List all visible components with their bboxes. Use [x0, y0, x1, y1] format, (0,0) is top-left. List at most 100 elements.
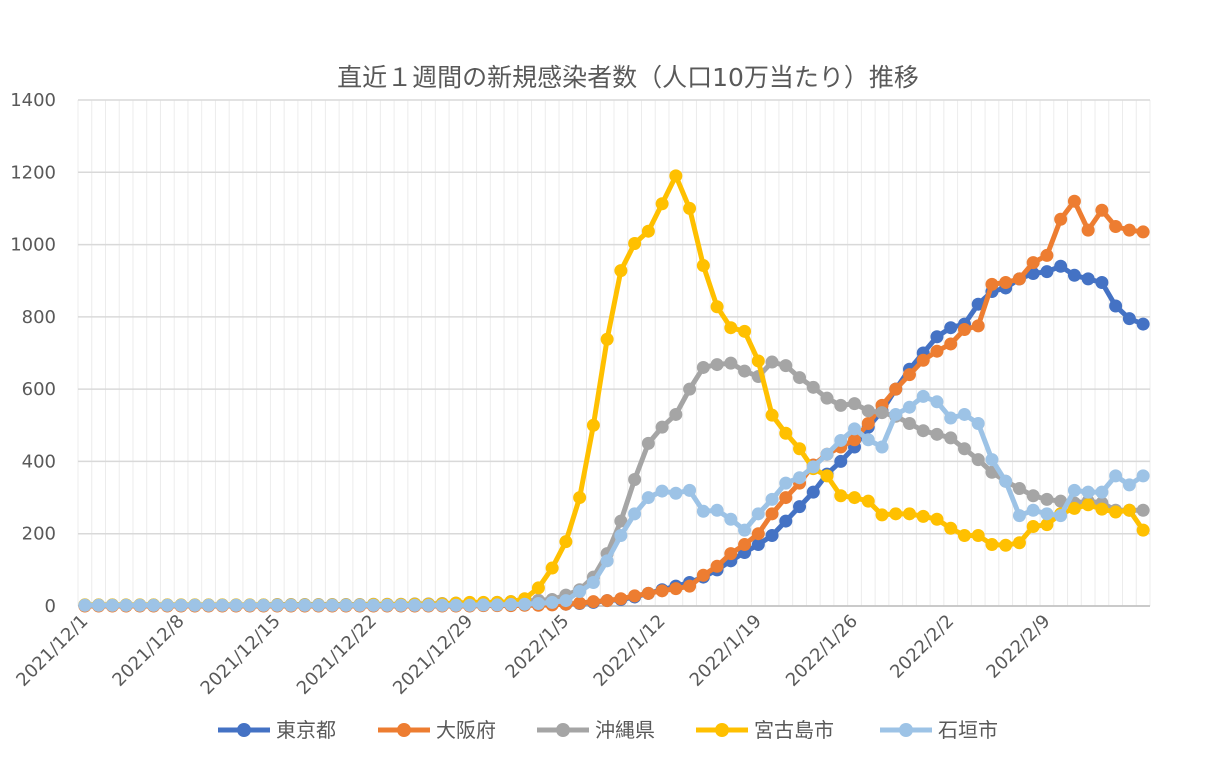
data-point	[710, 559, 724, 573]
data-point	[765, 408, 779, 422]
data-point	[92, 598, 106, 612]
data-point	[696, 568, 710, 582]
data-point	[202, 598, 216, 612]
data-point	[820, 447, 834, 461]
data-point	[559, 535, 573, 549]
data-point	[1026, 503, 1040, 517]
data-point	[105, 598, 119, 612]
data-point	[1040, 518, 1054, 532]
y-tick-label: 1000	[10, 235, 56, 256]
legend-marker	[556, 723, 570, 737]
data-point	[518, 597, 532, 611]
data-point	[999, 538, 1013, 552]
data-point	[834, 489, 848, 503]
data-point	[820, 469, 834, 483]
data-point	[738, 538, 752, 552]
data-point	[1012, 272, 1026, 286]
x-axis: 2021/12/1 2021/12/8 2021/12/15 2021/12/22 20…	[12, 611, 1054, 699]
data-point	[1067, 483, 1081, 497]
data-point	[971, 319, 985, 333]
data-point	[1095, 485, 1109, 499]
data-point	[724, 356, 738, 370]
data-point	[614, 514, 628, 528]
data-point	[765, 492, 779, 506]
data-point	[1081, 498, 1095, 512]
data-point	[916, 424, 930, 438]
data-point	[779, 491, 793, 505]
data-point	[848, 433, 862, 447]
data-point	[188, 598, 202, 612]
data-point	[861, 433, 875, 447]
data-point	[545, 595, 559, 609]
data-point	[573, 491, 587, 505]
data-point	[1109, 505, 1123, 519]
data-point	[834, 398, 848, 412]
data-point	[710, 503, 724, 517]
data-point	[600, 554, 614, 568]
data-point	[1122, 478, 1136, 492]
data-point	[270, 598, 284, 612]
data-point	[1081, 272, 1095, 286]
data-point	[875, 440, 889, 454]
data-point	[655, 420, 669, 434]
data-point	[545, 561, 559, 575]
data-point	[765, 507, 779, 521]
y-tick-label: 800	[22, 307, 56, 328]
data-point	[284, 598, 298, 612]
series-group	[78, 169, 1150, 613]
data-point	[1026, 256, 1040, 270]
data-point	[1122, 503, 1136, 517]
legend-label: 石垣市	[938, 718, 998, 742]
data-point	[793, 500, 807, 514]
data-point	[889, 407, 903, 421]
data-point	[861, 404, 875, 418]
data-point	[641, 436, 655, 450]
data-point	[806, 485, 820, 499]
data-point	[806, 380, 820, 394]
data-point	[902, 368, 916, 382]
series-石垣市	[78, 389, 1150, 612]
x-tick-label: 2022/1/12	[590, 611, 670, 691]
data-point	[724, 512, 738, 526]
data-point	[793, 442, 807, 456]
data-point	[353, 598, 367, 612]
data-point	[902, 507, 916, 521]
data-point	[834, 454, 848, 468]
data-point	[147, 598, 161, 612]
data-point	[765, 355, 779, 369]
data-point	[765, 529, 779, 543]
data-point	[875, 508, 889, 522]
data-point	[683, 579, 697, 593]
x-tick-label: 2022/2/2	[886, 611, 958, 683]
data-point	[1095, 276, 1109, 290]
data-point	[1040, 492, 1054, 506]
data-point	[366, 598, 380, 612]
data-point	[696, 360, 710, 374]
x-tick-label: 2021/12/8	[108, 611, 188, 691]
data-point	[1095, 502, 1109, 516]
data-point	[971, 297, 985, 311]
data-point	[1067, 501, 1081, 515]
data-point	[243, 598, 257, 612]
data-point	[916, 389, 930, 403]
data-point	[160, 598, 174, 612]
data-point	[641, 586, 655, 600]
data-point	[999, 276, 1013, 290]
data-point	[738, 364, 752, 378]
data-point	[1040, 265, 1054, 279]
data-point	[394, 598, 408, 612]
data-point	[738, 523, 752, 537]
data-point	[1012, 536, 1026, 550]
data-point	[531, 581, 545, 595]
data-point	[298, 598, 312, 612]
data-point	[806, 460, 820, 474]
data-point	[586, 595, 600, 609]
data-point	[628, 507, 642, 521]
data-point	[710, 358, 724, 372]
data-point	[614, 264, 628, 278]
y-tick-label: 400	[22, 451, 56, 472]
data-point	[641, 224, 655, 238]
data-point	[985, 538, 999, 552]
data-point	[985, 453, 999, 467]
data-point	[916, 509, 930, 523]
